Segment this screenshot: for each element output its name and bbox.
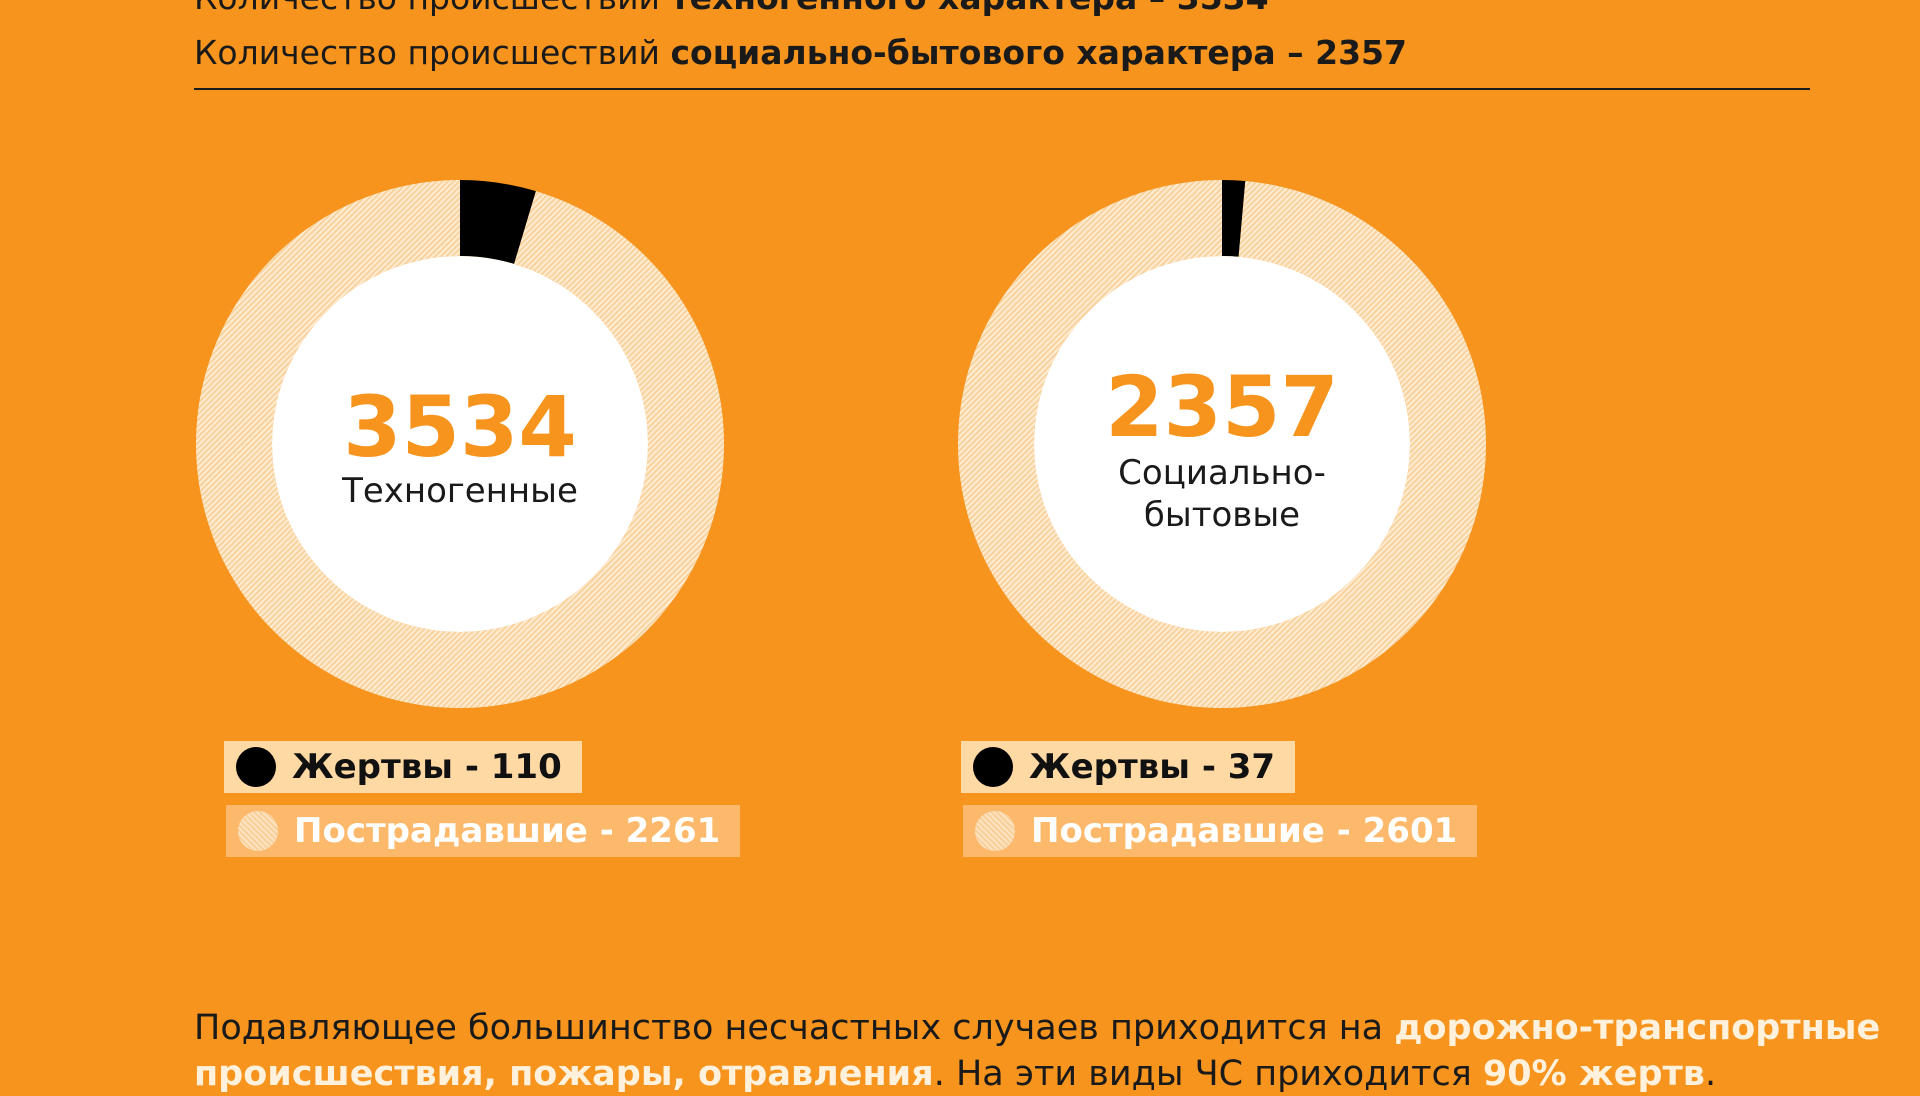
header-line2-bold: социально-бытового характера – 2357 xyxy=(670,33,1407,72)
donut-center-label: бытовые xyxy=(1144,495,1300,535)
footer-highlight-3: 90% жертв xyxy=(1482,1054,1705,1094)
injured-dot-icon xyxy=(975,811,1015,851)
legend-injured-social: Пострадавшие - 2601 xyxy=(963,805,1478,857)
victims-dot-icon xyxy=(236,747,276,787)
footer-text-2: . На эти виды ЧС приходится xyxy=(933,1054,1483,1094)
footer-end: . xyxy=(1704,1054,1717,1094)
legend-victims-social: Жертвы - 37 xyxy=(961,741,1296,793)
header-line1-bold: техногенного характера – 3534 xyxy=(670,0,1268,17)
footer-line-2: происшествия, пожары, отравления. На эти… xyxy=(194,1052,1716,1096)
victims-dot-icon xyxy=(973,747,1013,787)
legend-victims-label: Жертвы - 110 xyxy=(292,747,562,787)
footer-highlight-2: происшествия, пожары, отравления xyxy=(194,1054,934,1094)
legend-victims-label: Жертвы - 37 xyxy=(1029,747,1276,787)
header-line-technogenic: Количество происшествий техногенного хар… xyxy=(194,0,1269,18)
footer-highlight-1: дорожно-транспортные xyxy=(1394,1008,1881,1048)
donut-center-value: 2357 xyxy=(1105,358,1339,456)
header-line1-prefix: Количество происшествий xyxy=(194,0,670,17)
victims-slice xyxy=(460,180,536,264)
donut-center-value: 3534 xyxy=(343,378,577,476)
footer-text-1: Подавляющее большинство несчастных случа… xyxy=(194,1008,1395,1048)
legend-injured-technogenic: Пострадавшие - 2261 xyxy=(226,805,741,857)
header-line2-prefix: Количество происшествий xyxy=(194,33,671,72)
donut-center-label: Техногенные xyxy=(341,471,578,511)
legend-injured-label: Пострадавшие - 2261 xyxy=(294,811,721,851)
footer-line-1: Подавляющее большинство несчастных случа… xyxy=(194,1006,1880,1050)
injured-dot-icon xyxy=(238,811,278,851)
legend-victims-technogenic: Жертвы - 110 xyxy=(224,741,582,793)
donut-center xyxy=(1034,256,1410,632)
header-divider xyxy=(194,88,1810,90)
legend-injured-label: Пострадавшие - 2601 xyxy=(1031,811,1458,851)
victims-slice xyxy=(1222,180,1246,257)
donut-center xyxy=(272,256,648,632)
donut-center-label: Социально- xyxy=(1118,453,1326,493)
header-line-social: Количество происшествий социально-бытово… xyxy=(194,33,1407,73)
